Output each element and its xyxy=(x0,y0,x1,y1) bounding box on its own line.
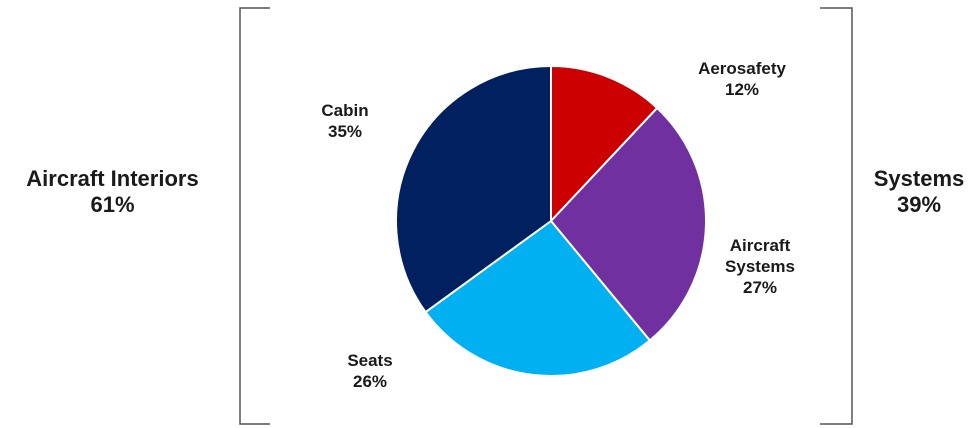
slice-name: Seats xyxy=(347,351,393,370)
pie-slice-seats xyxy=(424,219,652,377)
pie-slice-aerosafety xyxy=(550,64,659,224)
group-name: Systems xyxy=(873,166,965,191)
left-bracket xyxy=(239,7,270,425)
group-percent: 61% xyxy=(90,192,135,217)
slice-name-line2: Systems xyxy=(725,257,795,276)
slice-label-aerosafety: Aerosafety 12% xyxy=(672,58,812,100)
slice-name: Aerosafety xyxy=(698,59,786,78)
group-name: Aircraft Interiors xyxy=(26,166,199,191)
pie-slice-cabin xyxy=(395,64,552,314)
group-percent: 39% xyxy=(896,192,942,217)
slice-percent: 12% xyxy=(724,80,760,99)
slice-name: Cabin xyxy=(321,101,369,120)
group-label-systems: Systems 39% xyxy=(858,166,980,218)
right-bracket xyxy=(820,7,853,425)
slice-percent: 35% xyxy=(327,122,363,141)
slice-label-cabin: Cabin 35% xyxy=(295,100,395,142)
slice-label-aircraft-systems: Aircraft Systems 27% xyxy=(700,235,820,298)
slice-label-seats: Seats 26% xyxy=(320,350,420,392)
pie-slice-aircraft-systems xyxy=(549,106,707,342)
group-label-aircraft-interiors: Aircraft Interiors 61% xyxy=(0,166,225,218)
slice-percent: 27% xyxy=(742,278,778,297)
pie-slices xyxy=(395,64,707,377)
slice-name-line1: Aircraft xyxy=(729,236,791,255)
slice-percent: 26% xyxy=(352,372,388,391)
